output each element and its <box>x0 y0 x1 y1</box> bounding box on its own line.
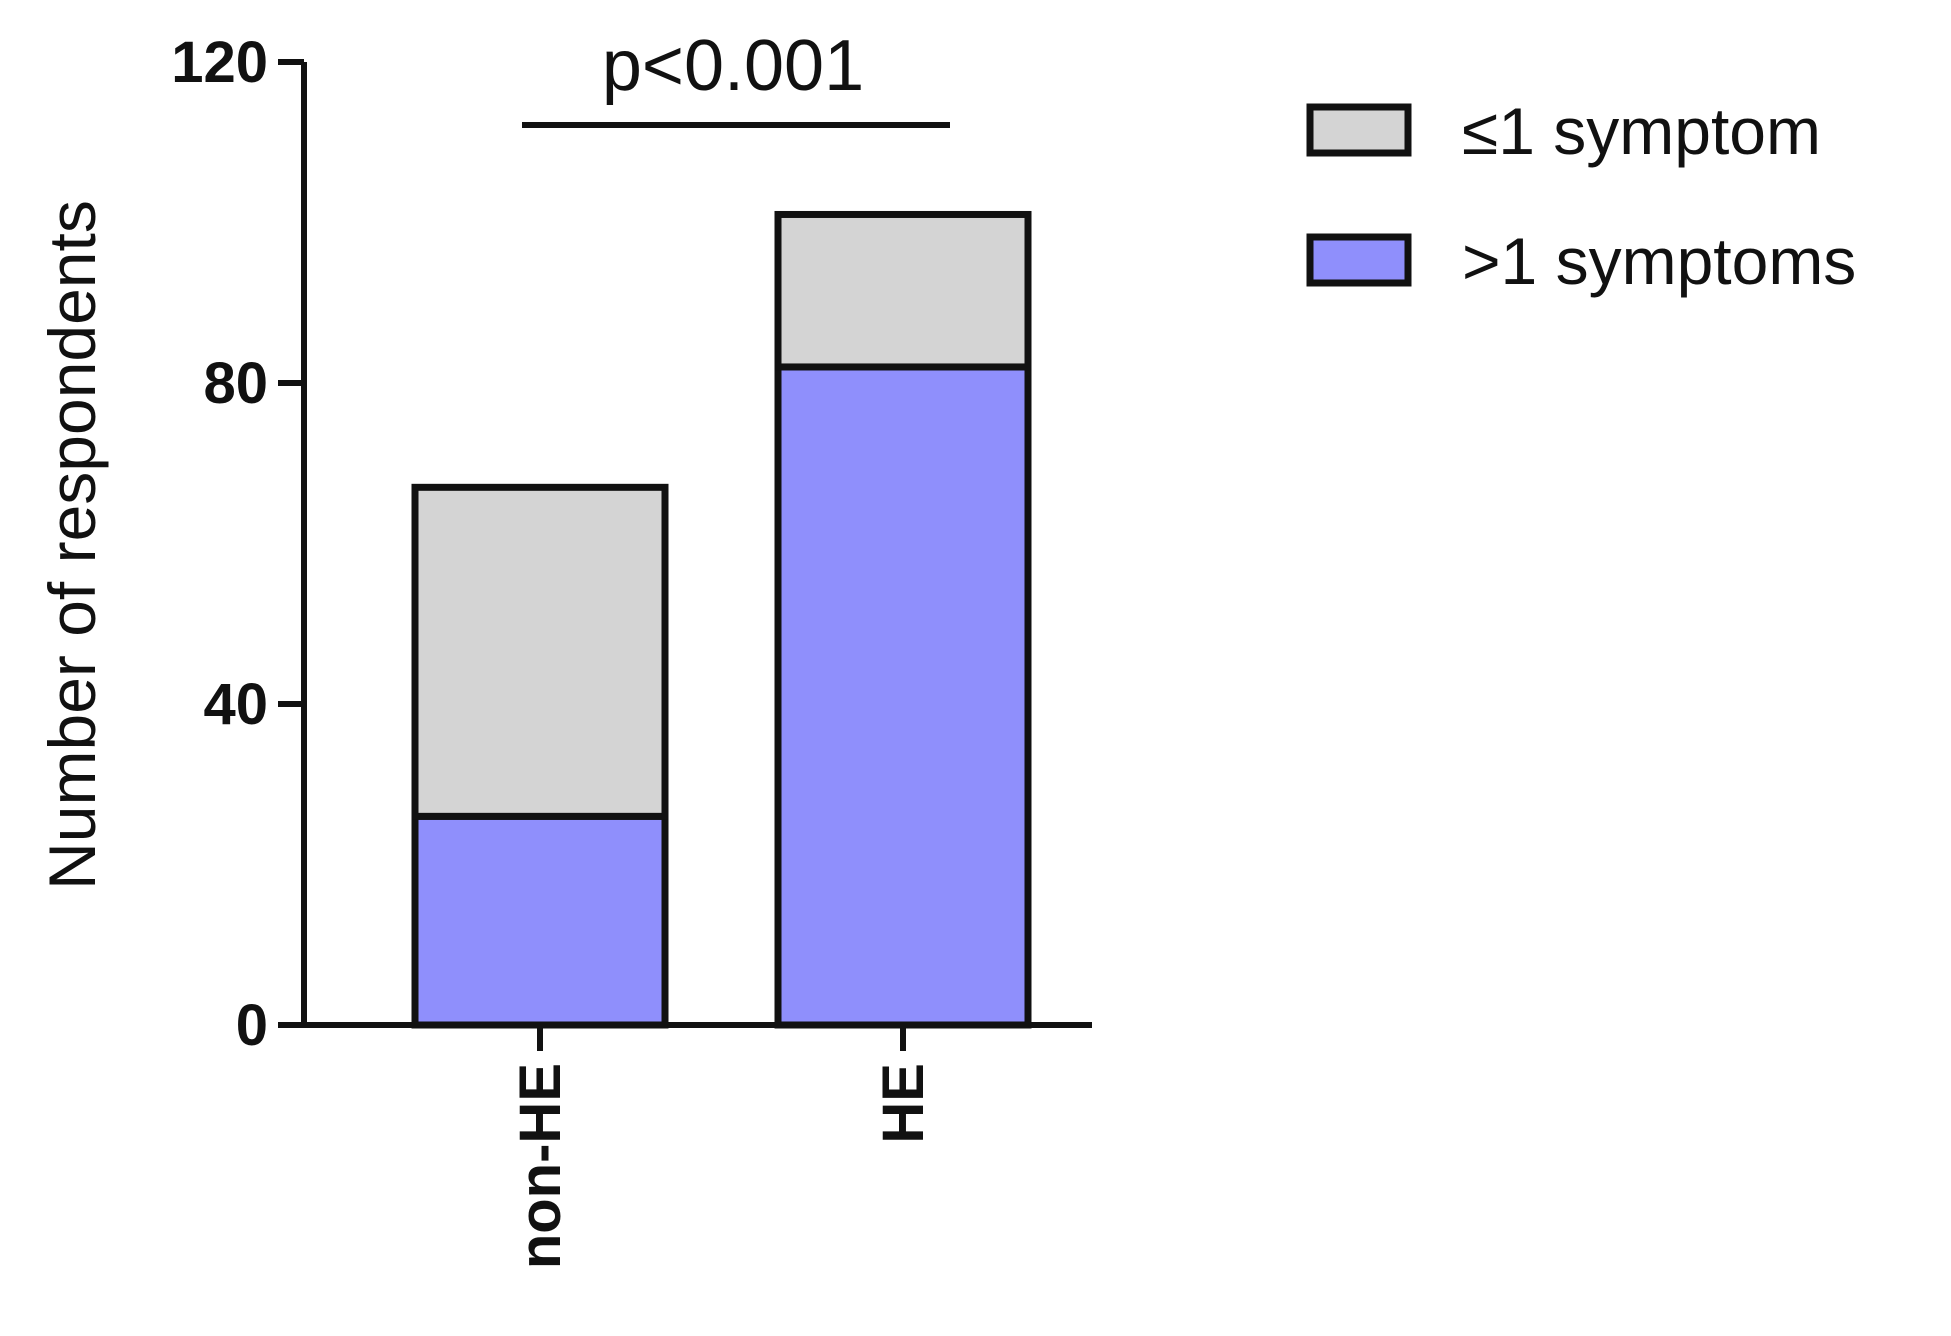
bar-segment <box>411 812 669 1029</box>
plot-area: 0 40 80 120 non-HE HE p<0.001 <box>171 26 1092 1269</box>
legend: ≤1 symptom >1 symptoms <box>1306 94 1856 298</box>
y-tick-label: 40 <box>203 672 268 737</box>
bar-segment <box>411 483 669 820</box>
x-category-label: non-HE <box>508 1063 573 1269</box>
y-tick-label: 0 <box>236 993 268 1058</box>
y-axis-label: Number of respondents <box>35 200 109 890</box>
legend-swatch <box>1306 233 1412 287</box>
legend-label: >1 symptoms <box>1462 224 1856 298</box>
bar-segment <box>774 210 1032 371</box>
x-category-label: HE <box>871 1063 936 1144</box>
significance-label: p<0.001 <box>602 26 864 106</box>
bar-segment <box>774 363 1032 1029</box>
y-tick-label: 120 <box>171 30 268 95</box>
legend-swatch <box>1306 103 1412 157</box>
legend-label: ≤1 symptom <box>1462 94 1821 168</box>
y-tick-label: 80 <box>203 351 268 416</box>
